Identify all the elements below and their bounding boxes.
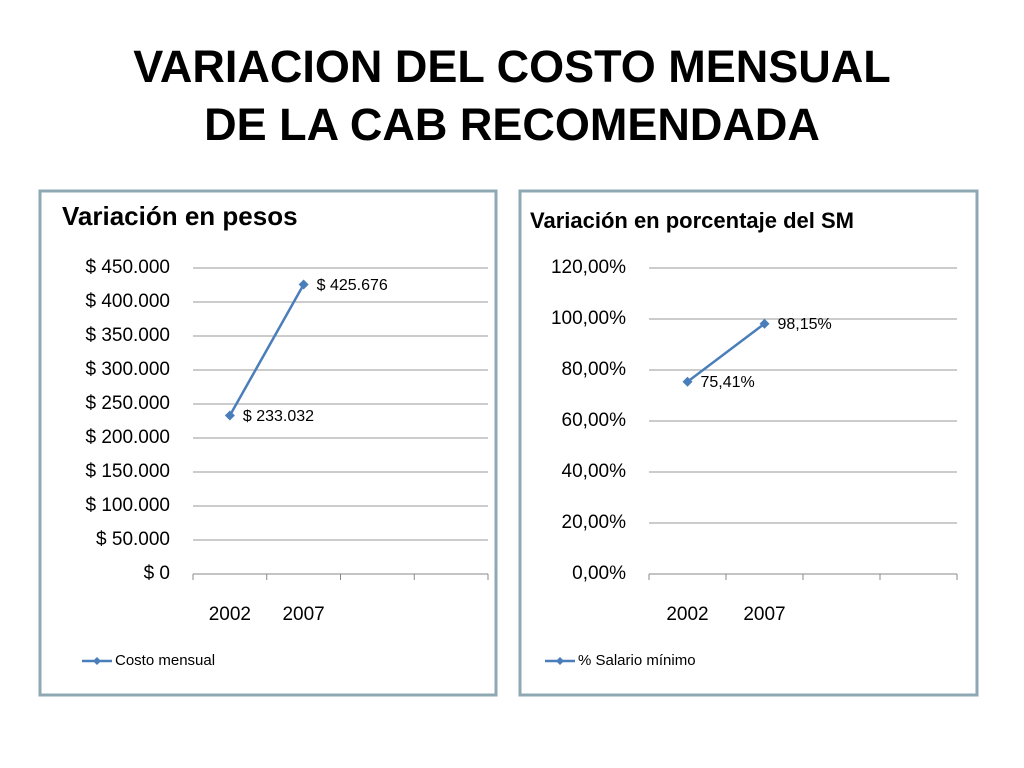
y-tick-label: 60,00% [562, 410, 627, 431]
slide-title: DE LA CAB RECOMENDADA [204, 99, 820, 150]
y-tick-label: 120,00% [551, 257, 626, 278]
legend-label: Costo mensual [115, 652, 215, 669]
y-tick-label: $ 150.000 [85, 461, 170, 482]
legend-marker [93, 657, 101, 665]
y-tick-label: $ 350.000 [85, 325, 170, 346]
series-line [228, 283, 305, 417]
data-label: 98,15% [778, 316, 832, 333]
y-tick-label: 80,00% [562, 359, 627, 380]
y-tick-label: $ 400.000 [85, 291, 170, 312]
series-line [686, 322, 766, 383]
x-tick-label: 2007 [282, 604, 324, 625]
point-marker [682, 376, 693, 387]
y-tick-label: 100,00% [551, 308, 626, 329]
data-label: $ 425.676 [317, 277, 388, 294]
chart-panel [38, 189, 498, 697]
legend-marker [556, 657, 564, 665]
y-tick-label: $ 250.000 [85, 393, 170, 414]
y-tick-label: $ 50.000 [96, 529, 170, 550]
y-tick-label: 40,00% [562, 461, 627, 482]
slide-title: VARIACION DEL COSTO MENSUAL [133, 41, 891, 92]
point-marker [759, 318, 770, 329]
y-tick-label: $ 450.000 [85, 257, 170, 278]
point-marker [298, 279, 309, 290]
x-tick-label: 2002 [666, 604, 708, 625]
y-tick-label: $ 100.000 [85, 495, 170, 516]
legend-label: % Salario mínimo [578, 652, 696, 669]
chart-panel [518, 189, 979, 697]
y-tick-label: $ 0 [144, 563, 170, 584]
chart-title: Variación en porcentaje del SM [530, 208, 854, 233]
x-tick-label: 2002 [209, 604, 251, 625]
chart-title: Variación en pesos [62, 201, 298, 231]
data-label: $ 233.032 [243, 408, 314, 425]
y-tick-label: $ 200.000 [85, 427, 170, 448]
x-tick-label: 2007 [743, 604, 785, 625]
y-tick-label: 20,00% [562, 512, 627, 533]
y-tick-label: 0,00% [572, 563, 626, 584]
data-label: 75,41% [701, 374, 755, 391]
y-tick-label: $ 300.000 [85, 359, 170, 380]
point-marker [224, 410, 235, 421]
